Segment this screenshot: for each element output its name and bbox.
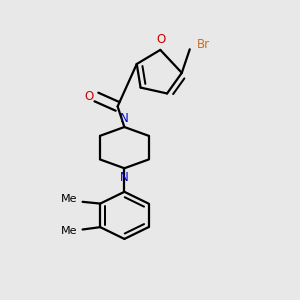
Text: O: O — [84, 90, 94, 103]
Text: N: N — [120, 112, 129, 125]
Text: N: N — [120, 171, 129, 184]
Text: Br: Br — [197, 38, 210, 50]
Text: Me: Me — [61, 194, 77, 205]
Text: Me: Me — [61, 226, 77, 236]
Text: O: O — [157, 33, 166, 46]
